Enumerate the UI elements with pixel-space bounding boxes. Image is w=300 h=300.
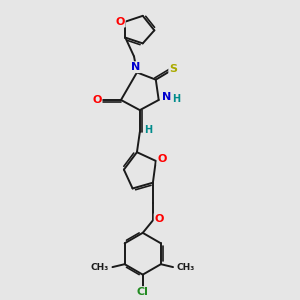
Text: CH₃: CH₃ bbox=[176, 262, 195, 272]
Text: Cl: Cl bbox=[137, 287, 149, 297]
Text: S: S bbox=[169, 64, 177, 74]
Text: O: O bbox=[158, 154, 167, 164]
Text: O: O bbox=[116, 16, 125, 27]
Text: H: H bbox=[144, 125, 152, 135]
Text: O: O bbox=[92, 95, 102, 105]
Text: CH₃: CH₃ bbox=[91, 262, 109, 272]
Text: H: H bbox=[172, 94, 180, 103]
Text: O: O bbox=[154, 214, 164, 224]
Text: N: N bbox=[162, 92, 172, 102]
Text: N: N bbox=[131, 62, 140, 72]
